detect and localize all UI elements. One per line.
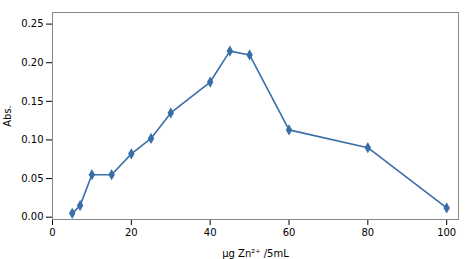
svg-text:0.15: 0.15 (21, 96, 43, 107)
svg-text:40: 40 (204, 227, 217, 238)
svg-text:μg Zn²⁺ /5mL: μg Zn²⁺ /5mL (222, 248, 289, 259)
svg-text:Abs.: Abs. (2, 105, 13, 127)
svg-text:60: 60 (283, 227, 296, 238)
svg-text:0.20: 0.20 (21, 57, 43, 68)
svg-text:20: 20 (125, 227, 138, 238)
svg-text:100: 100 (437, 227, 456, 238)
svg-text:0.00: 0.00 (21, 211, 43, 222)
svg-text:0.05: 0.05 (21, 173, 43, 184)
svg-text:0: 0 (49, 227, 55, 238)
svg-text:80: 80 (361, 227, 374, 238)
svg-text:0.25: 0.25 (21, 18, 43, 29)
svg-text:0.10: 0.10 (21, 134, 43, 145)
